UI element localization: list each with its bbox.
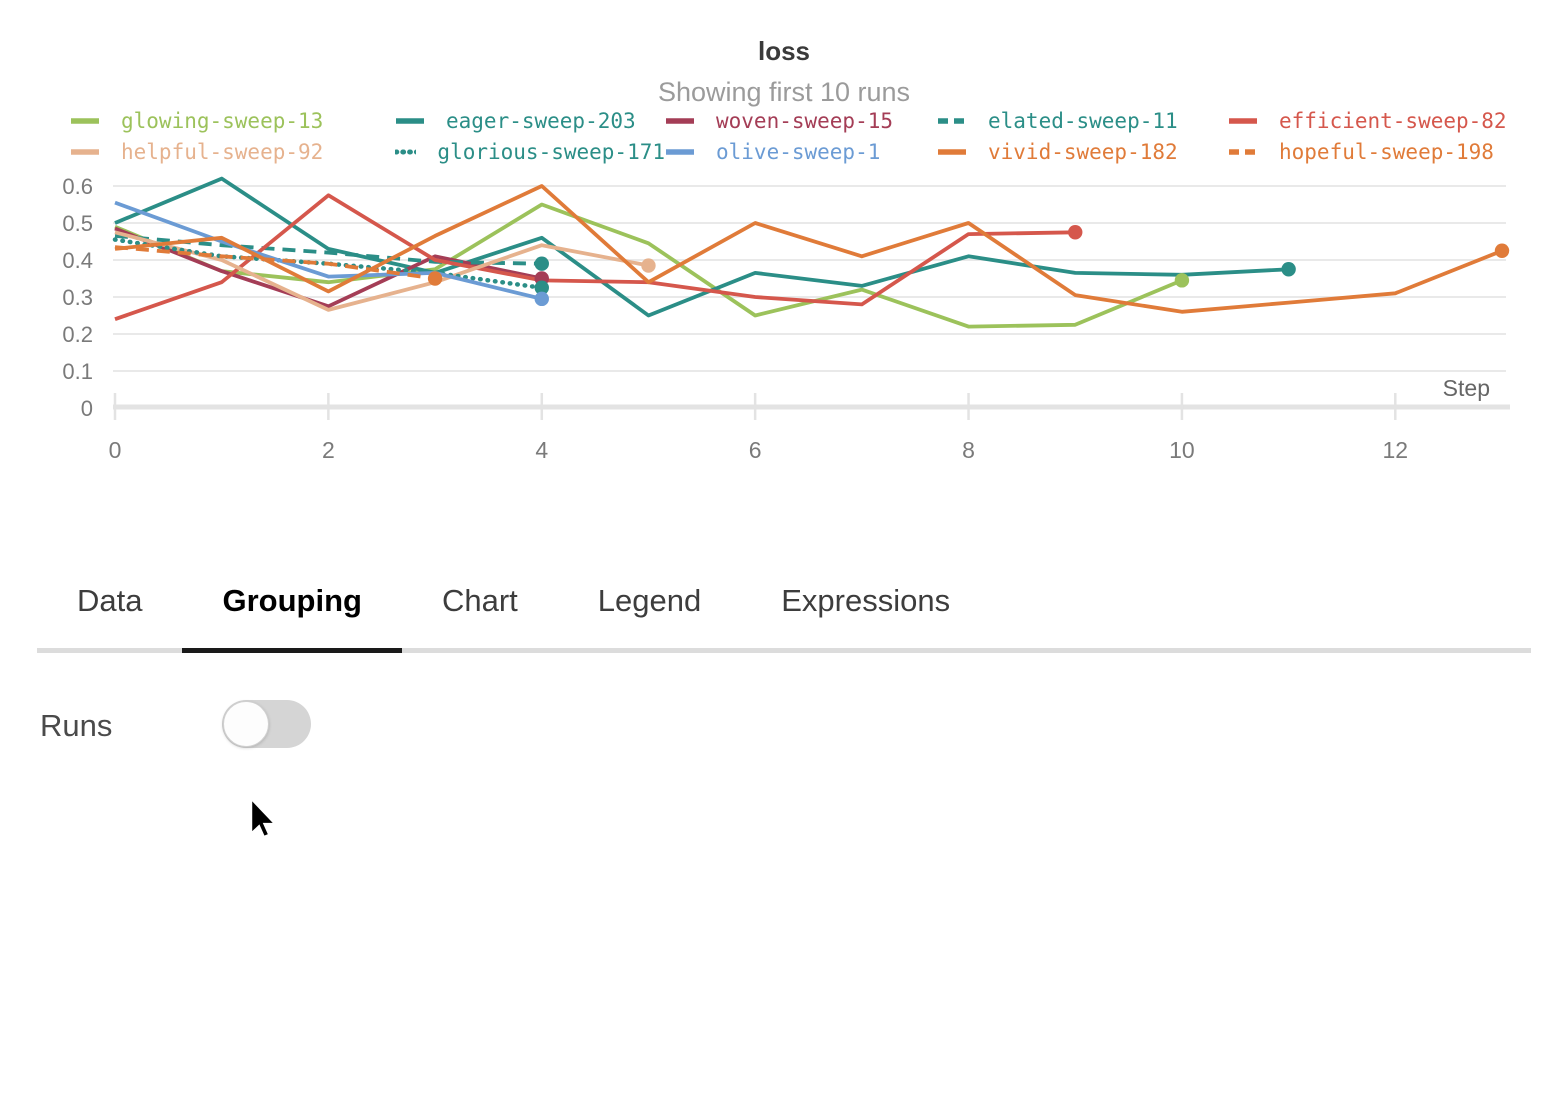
runs-toggle-knob[interactable]: [223, 701, 269, 747]
legend-item: glowing-sweep-13: [70, 106, 395, 136]
runs-toggle[interactable]: [222, 700, 311, 748]
run-line-efficient-sweep-82: [114, 193, 1076, 321]
run-end-marker: [534, 256, 549, 271]
svg-text:4: 4: [535, 437, 548, 463]
legend-item: glorious-sweep-171: [395, 137, 665, 167]
run-end-marker: [1068, 225, 1083, 240]
run-end-marker: [1494, 243, 1510, 258]
run-end-marker: [641, 258, 656, 273]
svg-text:2: 2: [322, 437, 335, 463]
legend-run-name: woven-sweep-15: [716, 109, 894, 133]
run-line-glowing-sweep-13: [114, 202, 1183, 329]
legend-item: efficient-sweep-82: [1228, 106, 1568, 136]
svg-text:0: 0: [109, 437, 122, 463]
tab-legend[interactable]: Legend: [597, 583, 702, 618]
run-line-woven-sweep-15: [114, 226, 543, 309]
run-line-eager-sweep-203: [114, 176, 1289, 318]
legend-run-name: helpful-sweep-92: [121, 140, 324, 164]
svg-text:0.6: 0.6: [62, 174, 93, 199]
legend-swatch-line: [1229, 118, 1257, 124]
legend-item: olive-sweep-1: [665, 137, 937, 167]
run-end-marker: [1174, 273, 1190, 288]
x-axis-label: Step: [1443, 375, 1490, 401]
legend-item: eager-sweep-203: [395, 106, 665, 136]
chart-subtitle: Showing first 10 runs: [657, 77, 911, 107]
tab-grouping[interactable]: Grouping: [182, 585, 402, 653]
tab-chart[interactable]: Chart: [441, 583, 518, 618]
run-end-marker: [534, 291, 549, 307]
run-line-hopeful-sweep-198: [114, 245, 436, 281]
svg-text:0.1: 0.1: [62, 359, 93, 384]
legend-item: hopeful-sweep-198: [1228, 137, 1568, 167]
legend-item: helpful-sweep-92: [70, 137, 395, 167]
legend-run-name: eager-sweep-203: [446, 109, 636, 133]
legend-swatch-line: [938, 118, 966, 124]
legend-run-name: glorious-sweep-171: [437, 140, 665, 164]
svg-text:10: 10: [1169, 437, 1195, 463]
run-line-glorious-sweep-171: [112, 237, 545, 291]
run-end-marker: [534, 280, 549, 295]
legend-run-name: glowing-sweep-13: [121, 109, 324, 133]
run-line-olive-sweep-1: [114, 200, 543, 301]
mouse-cursor: [250, 798, 276, 838]
tab-baseline: [37, 648, 1531, 653]
legend-item: elated-sweep-11: [937, 106, 1228, 136]
loss-chart-svg[interactable]: 0 0.1 0.2 0.3 0.4 0.5 0.6 0 2 4 6 8 10 12 Step: [0, 0, 1568, 480]
tab-expressions[interactable]: Expressions: [781, 583, 951, 618]
tab-bar: Data Grouping Chart Legend Expressions: [37, 585, 1531, 653]
legend-run-name: vivid-sweep-182: [988, 140, 1178, 164]
legend-run-name: elated-sweep-11: [988, 109, 1178, 133]
legend-swatch-line: [395, 149, 417, 155]
legend-swatch-line: [1229, 149, 1257, 155]
legend-item: vivid-sweep-182: [937, 137, 1228, 167]
svg-text:0.2: 0.2: [62, 322, 93, 347]
run-line-vivid-sweep-182: [114, 184, 1503, 314]
legend-swatch-line: [666, 118, 694, 124]
tab-data[interactable]: Data: [77, 583, 143, 618]
svg-text:6: 6: [749, 437, 762, 463]
legend-swatch-line: [71, 149, 99, 155]
svg-text:0: 0: [81, 396, 93, 421]
legend-run-name: efficient-sweep-82: [1279, 109, 1507, 133]
legend-swatch-line: [396, 118, 424, 124]
run-end-marker: [427, 271, 443, 286]
chart-title: loss: [757, 36, 811, 66]
svg-text:0.4: 0.4: [62, 248, 93, 273]
svg-text:0.5: 0.5: [62, 211, 93, 236]
legend-run-name: olive-sweep-1: [716, 140, 881, 164]
legend-swatch-line: [666, 149, 694, 155]
svg-text:0.3: 0.3: [62, 285, 93, 310]
legend-run-name: hopeful-sweep-198: [1279, 140, 1494, 164]
svg-text:8: 8: [962, 437, 975, 463]
run-line-helpful-sweep-92: [114, 230, 649, 312]
run-end-marker: [1281, 262, 1296, 277]
svg-text:12: 12: [1383, 437, 1409, 463]
legend-item: woven-sweep-15: [665, 106, 937, 136]
legend-swatch-line: [71, 118, 99, 124]
runs-label: Runs: [40, 708, 113, 743]
legend-swatch-line: [938, 149, 966, 155]
chart-legend: glowing-sweep-13 eager-sweep-203 woven-swe…: [0, 106, 1568, 167]
